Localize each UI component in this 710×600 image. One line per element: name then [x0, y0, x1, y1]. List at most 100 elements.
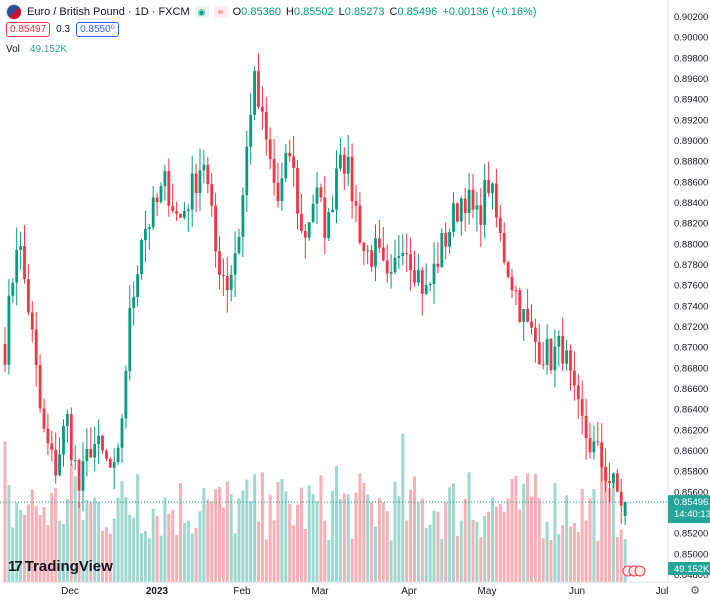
volume-bar [221, 507, 225, 582]
candle-body [151, 197, 155, 228]
price-tick-label: 0.89400 [674, 95, 708, 106]
volume-bar [101, 530, 104, 582]
candle-body [615, 473, 619, 492]
price-tick-label: 0.85000 [674, 549, 708, 560]
price-tick-label: 0.86000 [674, 446, 708, 457]
volume-bar [23, 514, 26, 582]
wave-icon[interactable]: ≈ [213, 6, 228, 18]
tradingview-mark-icon: 17 [8, 558, 23, 575]
candle-body [381, 247, 385, 261]
eye-icon[interactable]: ◉ [194, 6, 209, 18]
candle-body [440, 233, 444, 268]
volume-bar [132, 517, 136, 582]
volume-bar [280, 479, 284, 582]
volume-bar [608, 488, 611, 582]
price-tick-label: 0.89000 [674, 136, 708, 147]
candle-body [190, 173, 194, 210]
candle-body [229, 274, 233, 291]
volume-bar [479, 536, 483, 582]
candle-body [202, 164, 206, 171]
candle-body [370, 250, 373, 267]
candle-body [623, 502, 627, 517]
candle-body [163, 170, 167, 187]
price-tick-label: 0.88000 [674, 239, 708, 250]
candle-body [483, 180, 487, 225]
candle-body [34, 329, 38, 366]
candle-body [319, 187, 323, 198]
price-tick-label: 0.88600 [674, 177, 708, 188]
volume-bar [455, 536, 459, 582]
symbol-title[interactable]: Euro / British Pound · 1D · FXCM [27, 6, 190, 18]
volume-bar [182, 522, 186, 582]
candle-body [549, 338, 553, 371]
volume-label: Vol [6, 44, 20, 55]
candle-body [268, 139, 272, 159]
candle-body [463, 198, 467, 213]
volume-bar [11, 527, 15, 582]
candle-body [612, 473, 615, 483]
volume-bar [565, 495, 569, 582]
volume-bar [623, 539, 627, 582]
candle-body [42, 408, 46, 429]
volume-bar [81, 519, 85, 582]
candle-body [136, 274, 139, 297]
volume-bar [136, 474, 140, 582]
volume-bar [354, 492, 358, 582]
volume-bar [276, 482, 280, 582]
volume-bar [424, 528, 428, 582]
candle-body [128, 307, 132, 371]
volume-bar [350, 538, 354, 582]
volume-bar [323, 520, 327, 582]
candle-body [417, 270, 420, 283]
candle-body [522, 308, 526, 322]
tradingview-logo[interactable]: 17 TradingView [8, 558, 113, 575]
volume-bar [3, 441, 7, 582]
volume-bar [549, 540, 553, 582]
candle-body [311, 203, 315, 223]
candle-body [389, 272, 393, 274]
volume-bar [420, 498, 424, 582]
candle-body [241, 195, 245, 237]
time-tick-label: Dec [61, 586, 79, 597]
candle-body [198, 170, 202, 193]
candle-body [518, 290, 522, 322]
volume-bar [151, 508, 155, 582]
price-tick-label: 0.87200 [674, 322, 708, 333]
volume-bar [611, 475, 615, 582]
candle-body [413, 270, 416, 283]
candle-body [397, 255, 401, 258]
price-tick-label: 0.87800 [674, 260, 708, 271]
volume-bar [89, 501, 93, 582]
time-tick-label: Jul [656, 586, 669, 597]
volume-bar [108, 533, 112, 582]
gear-icon[interactable]: ⚙ [690, 585, 700, 597]
candle-body [401, 253, 405, 256]
volume-bar [494, 506, 498, 582]
candle-body [467, 189, 471, 213]
candle-body [335, 168, 338, 210]
buy-price-button[interactable]: 0.8550⁰ [76, 22, 119, 37]
candle-body [541, 364, 545, 366]
sell-price-button[interactable]: 0.85497 [6, 22, 51, 37]
candle-body [186, 209, 190, 212]
price-tick-label: 0.86200 [674, 425, 708, 436]
ohlc-close: C0.85496 [389, 6, 438, 18]
candle-body [124, 370, 128, 419]
volume-bar [299, 487, 303, 582]
candle-body [38, 365, 42, 409]
candle-body [101, 435, 104, 451]
candle-body [46, 428, 50, 444]
volume-bar [319, 475, 323, 582]
candle-body [69, 414, 73, 461]
candle-body [183, 211, 186, 218]
volume-bar [30, 489, 34, 582]
volume-bar [572, 522, 576, 582]
candle-body [292, 156, 295, 168]
candle-body [30, 312, 34, 330]
candle-body [27, 279, 30, 313]
candle-body [576, 385, 580, 400]
volume-bar [600, 444, 604, 582]
candle-body [510, 276, 514, 291]
volume-bar [50, 492, 54, 582]
